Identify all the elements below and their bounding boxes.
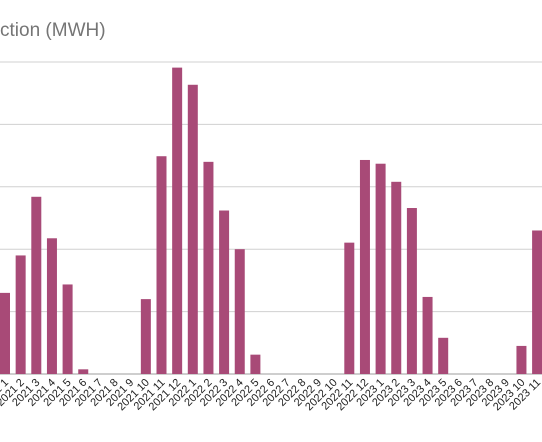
bar: [516, 345, 527, 374]
bar: [203, 161, 214, 374]
bar: [172, 67, 183, 374]
bar: [250, 354, 261, 374]
bar: [344, 242, 355, 374]
bar: [78, 369, 89, 374]
bar: [391, 181, 402, 374]
bar: [532, 230, 542, 374]
bar: [156, 156, 167, 374]
bar: [15, 255, 26, 374]
bar: [422, 296, 433, 374]
bar: [31, 196, 42, 374]
bars: [0, 67, 542, 374]
bar: [0, 292, 10, 374]
gridlines: [0, 61, 542, 375]
bar: [140, 299, 151, 374]
bar: [187, 84, 198, 374]
bar: [406, 208, 417, 374]
bar: [219, 210, 230, 374]
bar: [359, 159, 370, 374]
bar: [438, 337, 449, 374]
bar: [46, 238, 57, 374]
chart-title: ction (MWH): [0, 20, 106, 41]
bar: [375, 163, 386, 374]
bar: [234, 249, 245, 374]
bar: [62, 284, 73, 374]
